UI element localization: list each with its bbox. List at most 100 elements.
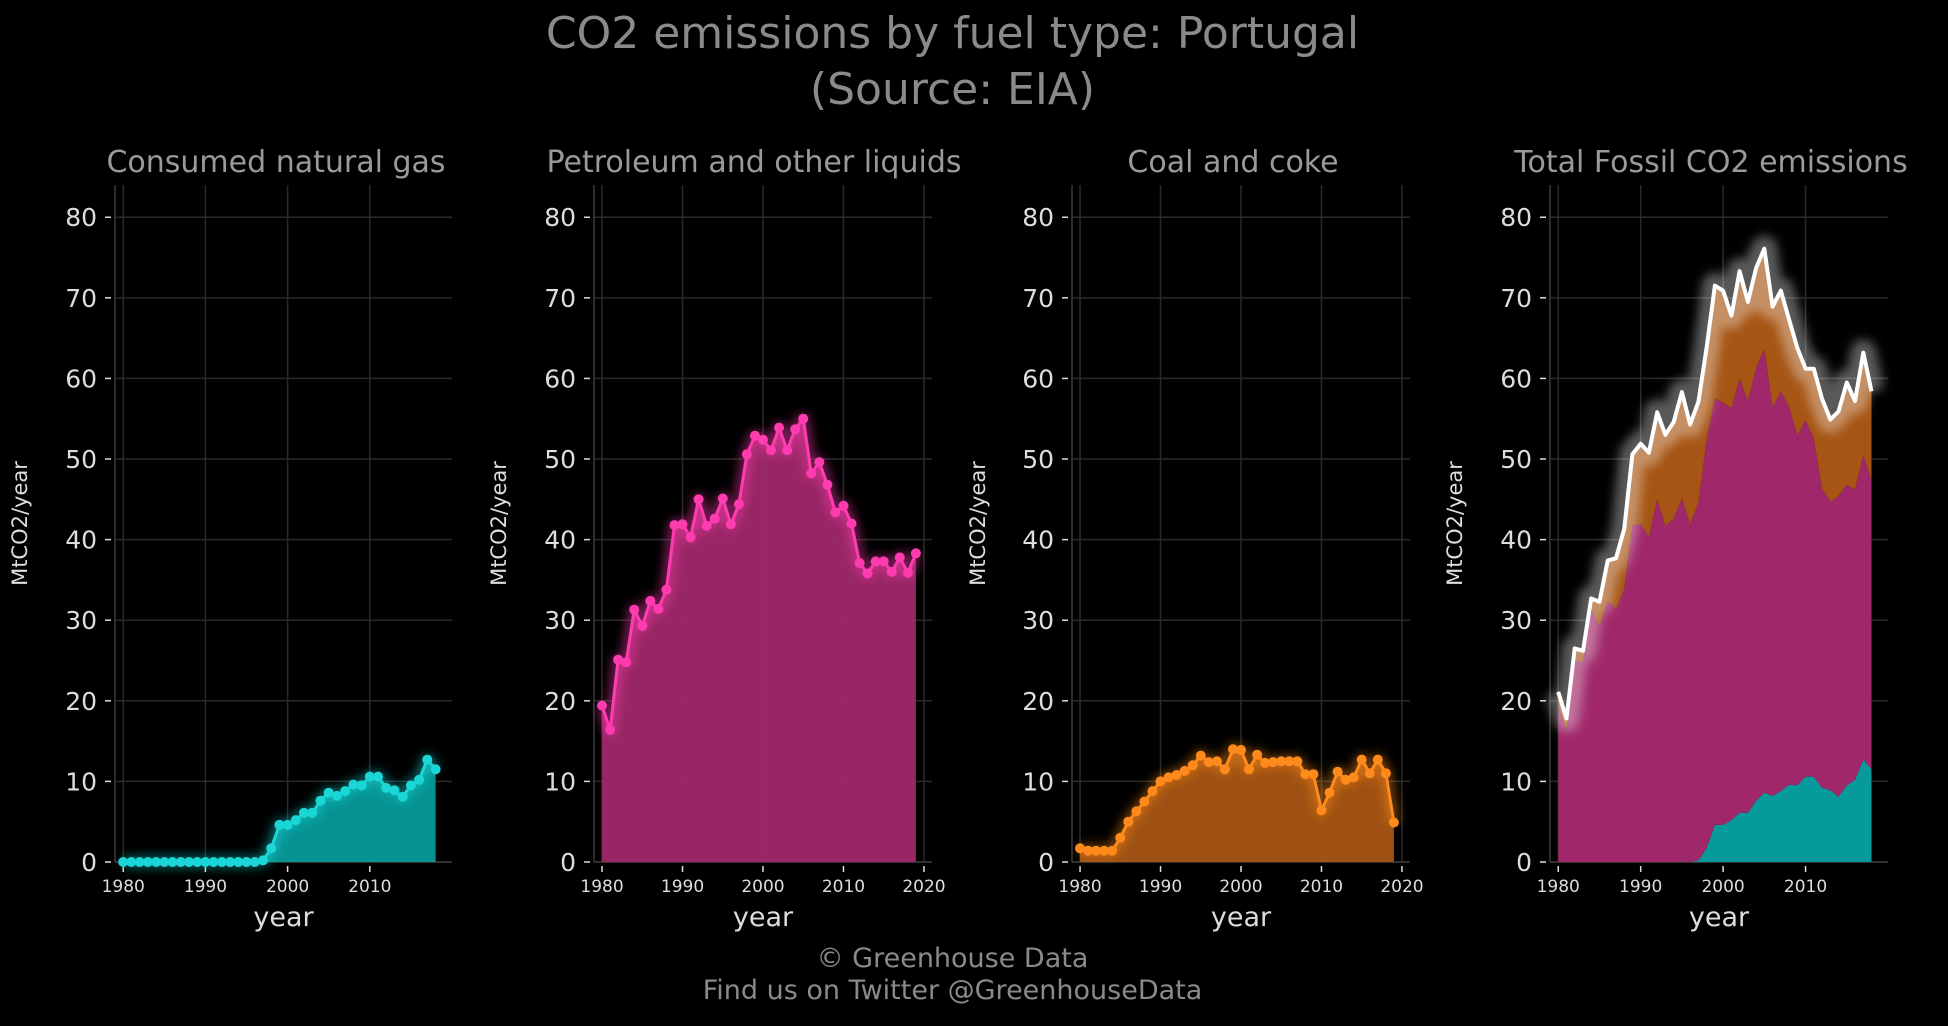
x-tick-label: 1990 — [1619, 877, 1662, 897]
data-point — [798, 413, 809, 424]
data-point — [208, 857, 219, 867]
x-tick-label: 2020 — [1380, 877, 1423, 897]
y-tick-label: 80 — [65, 203, 97, 232]
stack-area-1 — [1558, 759, 1872, 862]
data-point — [1211, 756, 1222, 767]
data-point — [750, 430, 760, 441]
data-point — [1203, 757, 1214, 768]
data-point — [677, 519, 688, 530]
data-point — [910, 548, 921, 559]
y-tick-label: 30 — [1500, 606, 1532, 635]
y-tick-label: 10 — [544, 767, 576, 796]
data-point — [1131, 806, 1142, 817]
data-point — [175, 857, 186, 867]
data-point — [331, 790, 342, 801]
y-tick-label: 10 — [1022, 767, 1054, 796]
x-tick-label: 1990 — [184, 877, 227, 897]
y-tick-label: 30 — [544, 606, 576, 635]
data-point — [299, 807, 309, 818]
data-point — [814, 457, 825, 468]
y-tick-label: 0 — [81, 848, 97, 877]
y-tick-label: 50 — [1022, 445, 1054, 474]
y-tick-label: 40 — [1500, 526, 1532, 555]
footer-credit: © Greenhouse Data — [816, 943, 1089, 974]
panel-3: 0 10 20 30 40 50 60 70 80 1980 1990 2000 2010 2020 Coa… — [966, 145, 1424, 933]
y-tick-label: 50 — [544, 445, 576, 474]
data-point — [733, 499, 744, 510]
panel-title: Total Fossil CO2 emissions — [1513, 145, 1907, 180]
panel-4: 0 10 20 30 40 50 60 70 80 1980 1990 2000 2010 Total F… — [1443, 145, 1908, 933]
data-point — [782, 445, 793, 456]
data-point — [307, 807, 318, 818]
data-point — [1252, 749, 1263, 760]
data-point — [1115, 832, 1126, 843]
data-point — [1187, 760, 1198, 771]
y-tick-label: 80 — [1500, 203, 1532, 232]
data-point — [1163, 772, 1174, 783]
y-tick-label: 40 — [1022, 526, 1054, 555]
x-tick-label: 1990 — [1139, 877, 1182, 897]
data-point — [142, 857, 153, 867]
data-point — [725, 519, 736, 530]
data-point — [389, 785, 400, 796]
x-tick-label: 2010 — [1784, 877, 1827, 897]
y-tick-label: 0 — [1038, 848, 1054, 877]
data-point — [653, 603, 664, 614]
data-point — [184, 857, 194, 867]
data-point — [1284, 756, 1295, 767]
y-tick-label: 0 — [1516, 848, 1532, 877]
data-point — [430, 764, 441, 775]
y-tick-label: 40 — [65, 526, 97, 555]
y-tick-label: 30 — [65, 606, 97, 635]
data-point — [1107, 845, 1118, 856]
data-point — [758, 434, 768, 445]
data-point — [846, 518, 857, 529]
data-point — [159, 857, 170, 867]
y-tick-label: 60 — [544, 364, 576, 393]
data-point — [1147, 786, 1158, 797]
data-point — [637, 620, 648, 631]
data-point — [167, 857, 178, 867]
data-point — [1260, 757, 1271, 768]
data-point — [902, 567, 913, 578]
data-point — [1236, 745, 1246, 755]
total-line — [1556, 246, 1874, 721]
data-point — [118, 857, 129, 867]
y-tick-label: 40 — [544, 526, 576, 555]
data-point — [397, 791, 408, 802]
data-point — [830, 507, 841, 518]
data-point — [766, 445, 776, 456]
data-point — [1356, 754, 1367, 765]
data-point — [348, 779, 359, 790]
data-point — [151, 857, 162, 867]
data-point — [597, 700, 607, 711]
y-tick-label: 70 — [65, 284, 97, 313]
data-point — [200, 857, 211, 867]
data-point — [629, 604, 640, 615]
data-point — [1372, 754, 1383, 765]
data-point — [1388, 817, 1399, 828]
data-point — [645, 595, 656, 606]
data-point — [1099, 845, 1110, 856]
x-tick-label: 2000 — [1701, 877, 1744, 897]
series-area — [123, 759, 436, 862]
data-point — [266, 843, 277, 854]
x-tick-label: 1980 — [102, 877, 145, 897]
x-tick-label: 1990 — [661, 877, 704, 897]
data-point — [1292, 756, 1303, 767]
x-tick-label: 1980 — [1058, 877, 1101, 897]
x-tick-label: 2010 — [348, 877, 391, 897]
y-tick-label: 70 — [544, 284, 576, 313]
data-point — [1364, 768, 1375, 779]
x-tick-label: 2000 — [266, 877, 309, 897]
y-tick-label: 10 — [65, 767, 97, 796]
data-point — [1268, 757, 1279, 768]
y-tick-label: 0 — [560, 848, 576, 877]
data-point — [1316, 805, 1327, 816]
y-axis-label: MtCO2/year — [487, 461, 511, 586]
data-point — [233, 857, 244, 867]
data-point — [613, 654, 624, 665]
data-point — [422, 754, 433, 765]
data-point — [894, 552, 905, 563]
data-point — [258, 855, 268, 866]
